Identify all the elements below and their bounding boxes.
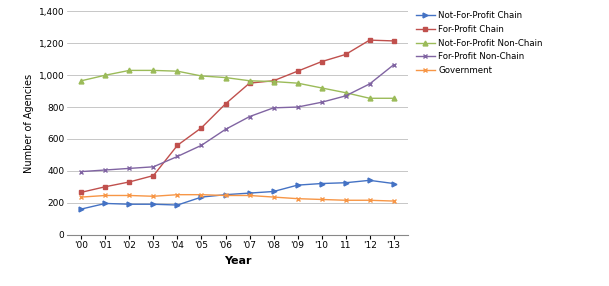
For-Profit Chain [318, 60, 325, 63]
Not-For-Profit Chain [270, 190, 277, 193]
For-Profit Chain [198, 126, 205, 130]
Government [342, 198, 349, 202]
Line: For-Profit Chain: For-Profit Chain [79, 38, 396, 195]
Not-For-Profit Chain [150, 202, 157, 206]
For-Profit Non-Chain [246, 115, 253, 118]
Government [78, 195, 85, 199]
Line: Not-For-Profit Non-Chain: Not-For-Profit Non-Chain [79, 68, 396, 101]
Line: Not-For-Profit Chain: Not-For-Profit Chain [79, 178, 396, 211]
For-Profit Chain [294, 69, 301, 73]
Not-For-Profit Non-Chain [246, 79, 253, 82]
Not-For-Profit Chain [246, 191, 253, 195]
Not-For-Profit Chain [318, 182, 325, 185]
For-Profit Non-Chain [126, 167, 133, 170]
X-axis label: Year: Year [224, 256, 252, 266]
For-Profit Chain [270, 79, 277, 82]
Y-axis label: Number of Agencies: Number of Agencies [24, 74, 34, 172]
Government [390, 199, 397, 203]
Not-For-Profit Chain [102, 202, 109, 205]
Government [366, 198, 373, 202]
Line: For-Profit Non-Chain: For-Profit Non-Chain [79, 62, 396, 174]
Government [102, 194, 109, 197]
For-Profit Chain [366, 38, 373, 42]
For-Profit Chain [174, 144, 181, 147]
Not-For-Profit Non-Chain [102, 74, 109, 77]
Not-For-Profit Chain [390, 182, 397, 185]
For-Profit Non-Chain [222, 128, 229, 131]
For-Profit Chain [150, 174, 157, 177]
Not-For-Profit Non-Chain [78, 79, 85, 82]
Not-For-Profit Non-Chain [174, 69, 181, 73]
Not-For-Profit Chain [294, 183, 301, 187]
For-Profit Non-Chain [342, 94, 349, 98]
Government [246, 194, 253, 197]
Not-For-Profit Chain [366, 179, 373, 182]
Not-For-Profit Non-Chain [318, 86, 325, 90]
For-Profit Non-Chain [390, 63, 397, 67]
For-Profit Non-Chain [78, 170, 85, 173]
For-Profit Chain [342, 53, 349, 56]
Not-For-Profit Chain [78, 207, 85, 211]
Government [150, 194, 157, 198]
For-Profit Non-Chain [294, 105, 301, 109]
Not-For-Profit Non-Chain [390, 97, 397, 100]
For-Profit Non-Chain [198, 144, 205, 147]
Not-For-Profit Chain [126, 202, 133, 206]
Not-For-Profit Chain [342, 181, 349, 184]
For-Profit Chain [102, 185, 109, 188]
Not-For-Profit Chain [198, 195, 205, 199]
Not-For-Profit Non-Chain [222, 76, 229, 79]
For-Profit Chain [78, 190, 85, 194]
Legend: Not-For-Profit Chain, For-Profit Chain, Not-For-Profit Non-Chain, For-Profit Non: Not-For-Profit Chain, For-Profit Chain, … [416, 11, 543, 75]
Government [270, 195, 277, 199]
Government [126, 194, 133, 197]
For-Profit Non-Chain [174, 155, 181, 158]
For-Profit Non-Chain [102, 168, 109, 172]
Not-For-Profit Non-Chain [126, 69, 133, 72]
Not-For-Profit Non-Chain [366, 97, 373, 100]
Not-For-Profit Non-Chain [150, 69, 157, 72]
For-Profit Non-Chain [270, 106, 277, 110]
Government [222, 194, 229, 197]
Not-For-Profit Non-Chain [294, 82, 301, 85]
Not-For-Profit Non-Chain [342, 91, 349, 94]
For-Profit Chain [390, 39, 397, 43]
Line: Government: Government [79, 192, 396, 203]
Government [294, 197, 301, 200]
For-Profit Non-Chain [150, 165, 157, 168]
For-Profit Chain [126, 180, 133, 184]
For-Profit Non-Chain [366, 82, 373, 86]
Government [174, 193, 181, 196]
For-Profit Chain [246, 82, 253, 85]
Not-For-Profit Non-Chain [270, 80, 277, 83]
For-Profit Non-Chain [318, 101, 325, 104]
Not-For-Profit Non-Chain [198, 74, 205, 78]
Not-For-Profit Chain [222, 193, 229, 196]
Government [318, 198, 325, 201]
Not-For-Profit Chain [174, 203, 181, 207]
For-Profit Chain [222, 102, 229, 106]
Government [198, 193, 205, 196]
